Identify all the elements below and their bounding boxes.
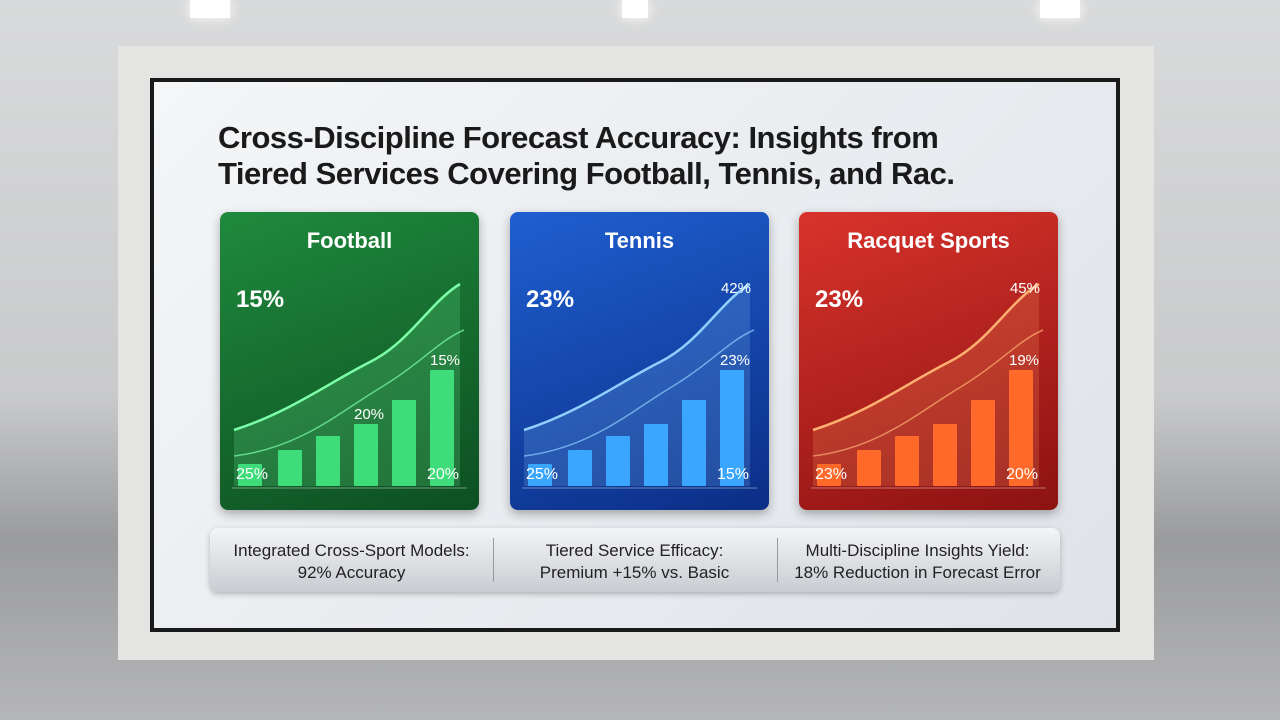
- ceiling-light: [1040, 0, 1080, 18]
- panel-title: Football: [306, 228, 393, 253]
- decorative-bar: [316, 436, 340, 486]
- value-label: 20%: [1005, 466, 1038, 483]
- summary-line: Premium +15% vs. Basic: [539, 563, 730, 582]
- headline-value: 23%: [815, 286, 864, 313]
- summary-line: Integrated Cross-Sport Models:: [233, 541, 470, 560]
- decorative-bar: [528, 464, 552, 486]
- value-label: 42%: [720, 280, 751, 297]
- decorative-bar: [1009, 370, 1033, 486]
- decorative-bar: [682, 400, 706, 486]
- summary-cell: Tiered Service Efficacy: Premium +15% vs.…: [493, 540, 776, 584]
- trend-line: [523, 329, 755, 457]
- trend-line: [233, 282, 461, 432]
- value-label: 20%: [426, 466, 459, 483]
- summary-cell: Multi-Discipline Insights Yield: 18% Redu…: [776, 540, 1059, 584]
- panel-graphic: [811, 282, 1046, 489]
- value-label: 25%: [236, 466, 269, 483]
- decorative-bar: [895, 436, 919, 486]
- value-label: 15%: [430, 352, 461, 369]
- sport-panel: Football 15% 15% 20% 25% 20%: [220, 212, 479, 510]
- trend-line: [233, 329, 465, 457]
- value-label: 25%: [526, 466, 559, 483]
- headline-value: 23%: [526, 286, 575, 313]
- sport-panel: Racquet Sports 23% 45% 19% 23% 20%: [799, 212, 1058, 510]
- ceiling-light: [190, 0, 230, 18]
- title-line: Tiered Services Covering Football, Tenni…: [218, 156, 955, 191]
- title-line: Cross-Discipline Forecast Accuracy: Insi…: [218, 120, 939, 155]
- decorative-bar: [857, 450, 881, 486]
- separator: [493, 538, 494, 582]
- panel-title: Racquet Sports: [847, 228, 1010, 253]
- value-label: 23%: [815, 466, 848, 483]
- decorative-bar: [354, 424, 378, 486]
- decorative-bar: [568, 450, 592, 486]
- decorative-bar: [644, 424, 668, 486]
- decorative-bar: [606, 436, 630, 486]
- trend-line: [523, 282, 751, 432]
- panel-graphic: [232, 282, 467, 489]
- summary-line: Multi-Discipline Insights Yield:: [805, 541, 1030, 560]
- decorative-bar: [933, 424, 957, 486]
- summary-line: 18% Reduction in Forecast Error: [794, 563, 1041, 582]
- separator: [777, 538, 778, 582]
- trend-line: [812, 329, 1044, 457]
- headline-value: 15%: [236, 286, 285, 313]
- decorative-bar: [817, 464, 841, 486]
- summary-line: 92% Accuracy: [297, 563, 406, 582]
- decorative-bar: [720, 370, 744, 486]
- trend-line: [812, 282, 1040, 432]
- decorative-bar: [971, 400, 995, 486]
- summary-bar: Integrated Cross-Sport Models: 92% Accura…: [210, 528, 1060, 592]
- value-label: 20%: [354, 406, 385, 423]
- sport-panel: Tennis 23% 42% 23% 25% 15%: [510, 212, 769, 510]
- summary-cell: Integrated Cross-Sport Models: 92% Accura…: [210, 540, 493, 584]
- decorative-bar: [430, 370, 454, 486]
- value-label: 19%: [1009, 352, 1040, 369]
- summary-line: Tiered Service Efficacy:: [545, 541, 724, 560]
- decorative-bar: [238, 464, 262, 486]
- value-label: 45%: [1009, 280, 1040, 297]
- value-label: 23%: [720, 352, 751, 369]
- ceiling-light: [622, 0, 648, 18]
- panel-title: Tennis: [604, 228, 675, 253]
- decorative-bar: [278, 450, 302, 486]
- decorative-bar: [392, 400, 416, 486]
- panel-graphic: [522, 282, 757, 489]
- display-screen: Cross-Discipline Forecast Accuracy: Insi…: [150, 78, 1120, 632]
- value-label: 15%: [716, 466, 749, 483]
